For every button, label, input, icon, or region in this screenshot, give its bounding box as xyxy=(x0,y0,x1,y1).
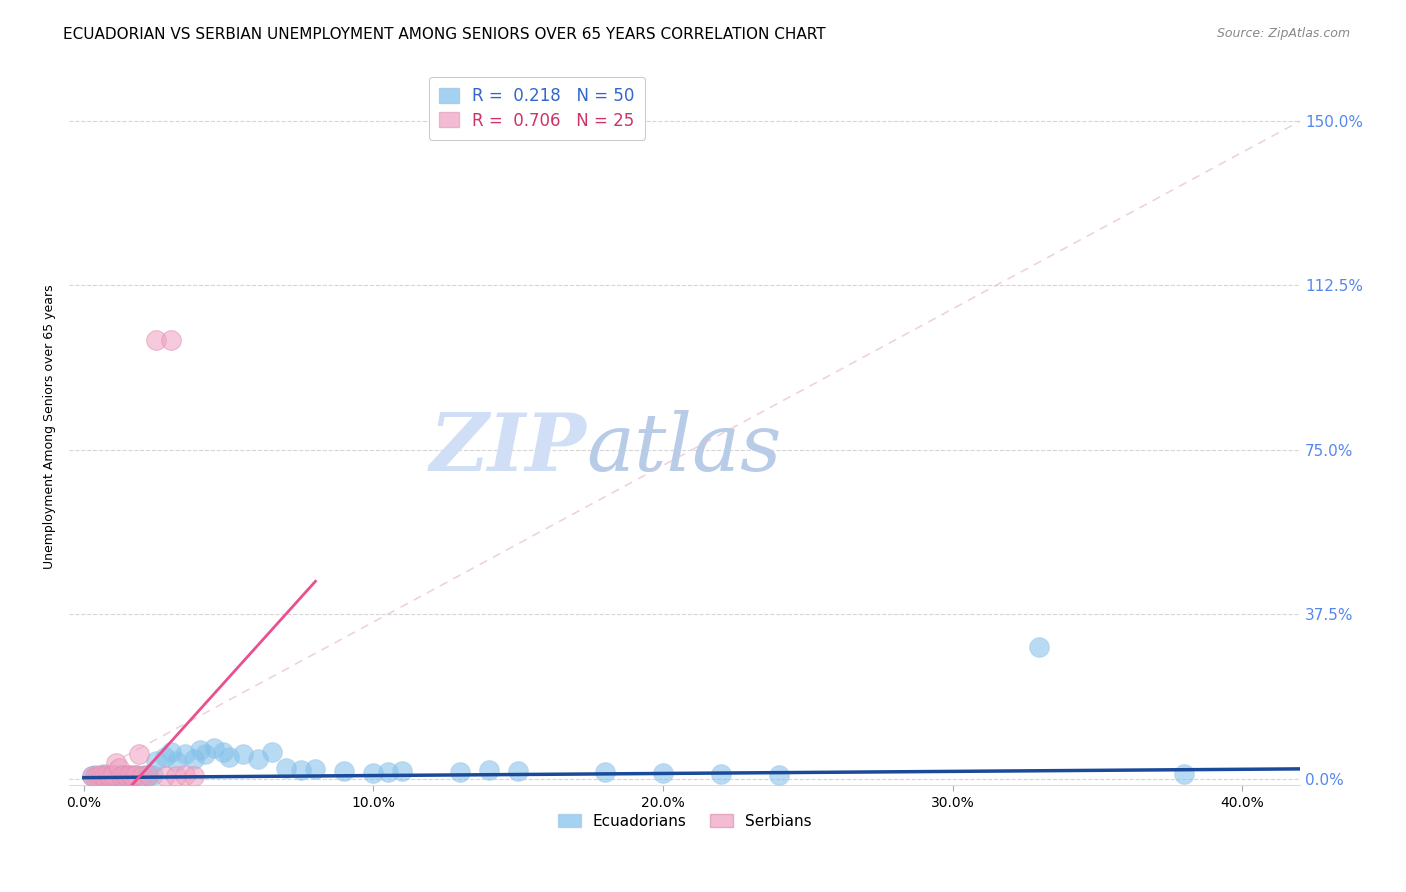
Point xyxy=(218,749,240,764)
Point xyxy=(115,769,138,783)
Point xyxy=(1028,640,1050,654)
Point xyxy=(131,769,153,783)
Point xyxy=(391,764,413,778)
Point xyxy=(377,764,399,779)
Point xyxy=(110,769,132,783)
Point xyxy=(478,763,501,777)
Point xyxy=(449,764,471,779)
Point xyxy=(82,769,104,783)
Point xyxy=(202,740,225,755)
Point xyxy=(183,752,205,766)
Text: atlas: atlas xyxy=(586,409,782,487)
Point xyxy=(159,745,181,759)
Point xyxy=(363,766,385,780)
Text: ECUADORIAN VS SERBIAN UNEMPLOYMENT AMONG SENIORS OVER 65 YEARS CORRELATION CHART: ECUADORIAN VS SERBIAN UNEMPLOYMENT AMONG… xyxy=(63,27,825,42)
Point xyxy=(120,768,142,782)
Point xyxy=(120,770,142,784)
Point xyxy=(87,770,110,784)
Point xyxy=(93,767,115,781)
Point xyxy=(110,768,132,782)
Point xyxy=(104,756,127,771)
Point xyxy=(145,333,167,347)
Point xyxy=(508,764,530,778)
Point xyxy=(90,769,112,783)
Point xyxy=(134,768,156,782)
Point xyxy=(194,747,217,762)
Point xyxy=(145,754,167,768)
Point xyxy=(84,768,107,782)
Point xyxy=(260,745,283,759)
Point xyxy=(90,768,112,782)
Point xyxy=(768,768,790,782)
Point xyxy=(131,769,153,783)
Point xyxy=(276,760,298,774)
Point xyxy=(112,768,135,782)
Point xyxy=(333,764,356,778)
Point xyxy=(246,752,269,766)
Point xyxy=(101,768,124,782)
Point xyxy=(290,763,312,777)
Point xyxy=(710,767,733,781)
Point xyxy=(652,766,675,780)
Point xyxy=(98,769,121,783)
Point xyxy=(82,769,104,783)
Point xyxy=(174,747,197,762)
Point xyxy=(211,745,233,759)
Point xyxy=(183,769,205,783)
Point xyxy=(232,747,254,762)
Point xyxy=(125,768,148,782)
Point xyxy=(593,764,616,779)
Point xyxy=(128,747,150,762)
Point xyxy=(188,743,211,757)
Point xyxy=(107,769,129,783)
Point xyxy=(1173,767,1195,781)
Point xyxy=(153,769,176,783)
Text: Source: ZipAtlas.com: Source: ZipAtlas.com xyxy=(1216,27,1350,40)
Point xyxy=(304,762,326,776)
Point xyxy=(98,768,121,782)
Point xyxy=(84,770,107,784)
Point xyxy=(107,760,129,774)
Point xyxy=(96,768,118,782)
Point xyxy=(166,769,188,783)
Point xyxy=(93,769,115,783)
Point xyxy=(153,749,176,764)
Point xyxy=(122,769,145,783)
Point xyxy=(122,769,145,783)
Point xyxy=(136,768,159,782)
Point xyxy=(174,768,197,782)
Point xyxy=(166,754,188,768)
Text: ZIP: ZIP xyxy=(429,409,586,487)
Point xyxy=(104,767,127,781)
Point xyxy=(136,769,159,783)
Point xyxy=(159,333,181,347)
Point xyxy=(87,769,110,783)
Point xyxy=(115,768,138,782)
Point xyxy=(142,768,165,782)
Y-axis label: Unemployment Among Seniors over 65 years: Unemployment Among Seniors over 65 years xyxy=(44,285,56,569)
Point xyxy=(125,768,148,782)
Legend: Ecuadorians, Serbians: Ecuadorians, Serbians xyxy=(551,807,818,835)
Point xyxy=(101,769,124,783)
Point xyxy=(112,769,135,783)
Point xyxy=(96,770,118,784)
